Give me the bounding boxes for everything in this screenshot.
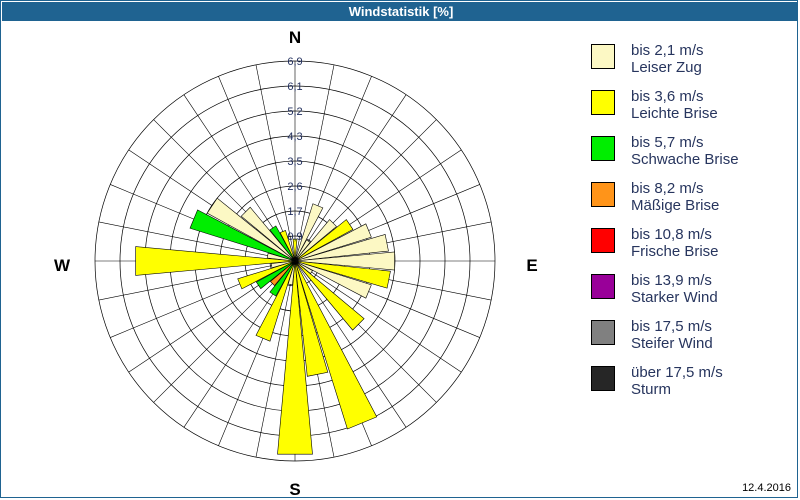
svg-text:6,9: 6,9 (287, 56, 302, 68)
svg-text:2,6: 2,6 (287, 181, 302, 193)
svg-text:E: E (526, 256, 537, 275)
svg-text:0,9: 0,9 (287, 231, 302, 243)
svg-text:6,1: 6,1 (287, 81, 302, 93)
svg-text:N: N (289, 28, 301, 47)
svg-text:5,2: 5,2 (287, 106, 302, 118)
svg-text:W: W (54, 256, 71, 275)
svg-text:4,3: 4,3 (287, 131, 302, 143)
svg-text:3,5: 3,5 (287, 156, 302, 168)
svg-text:1,7: 1,7 (287, 206, 302, 218)
svg-text:S: S (289, 480, 300, 498)
